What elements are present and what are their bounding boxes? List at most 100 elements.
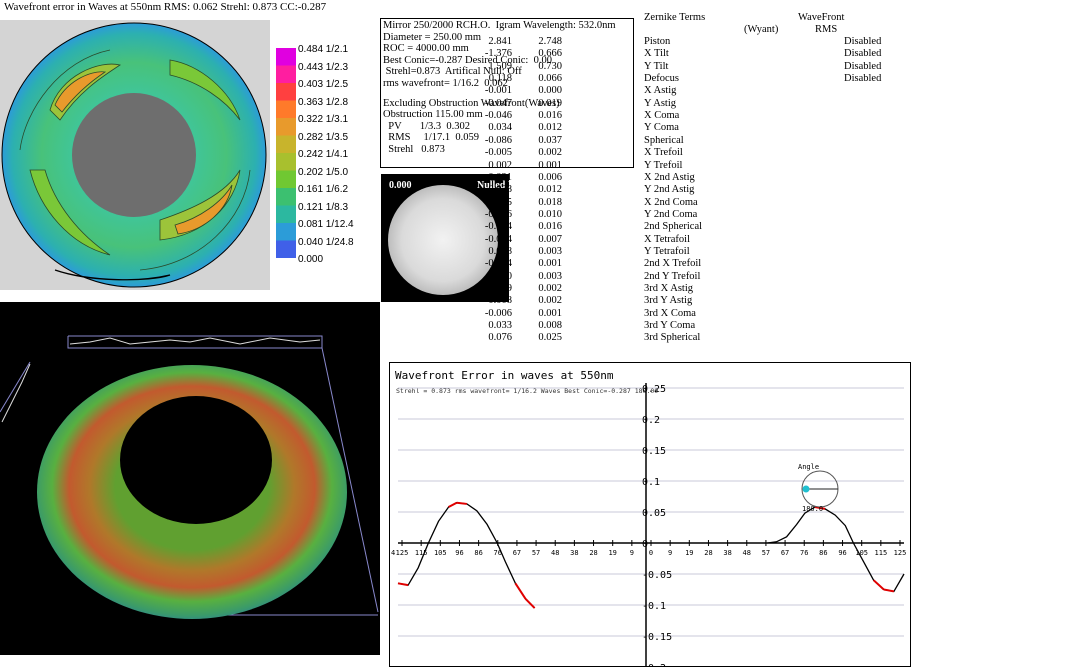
zernike-wyant: -1.376 [484,48,512,60]
contour-band [54,269,171,281]
profile-highlight [456,501,467,505]
zernike-wyant: -0.046 [484,110,512,122]
zernike-rms: 0.025 [538,332,562,344]
zernike-name: Y Astig [644,97,676,109]
scale-label: 0.242 1/4.1 [298,149,349,160]
info-line: rms wavefront= 1/16.2 0.062 [383,77,508,89]
zernike-rms: 0.008 [538,320,562,332]
zernike-rms: 0.016 [538,110,562,122]
info-line: Excluding Obstruction Wavefront(Waves) [383,97,560,109]
zernike-name: 3rd X Astig [644,283,694,294]
scale-label: 0.040 1/24.8 [298,236,354,248]
zernike-rms: 2.748 [538,36,562,47]
zernike-wyant: 1.509 [488,60,512,72]
zernike-header-terms: Zernike Terms [644,12,706,23]
zernike-wyant: -0.024 [484,233,512,245]
info-line: Best Conic=-0.287 Desired Conic: 0.00 [383,54,552,66]
profile-highlight [883,588,895,593]
zernike-status: Disabled [844,60,882,72]
scale-swatch [276,48,296,66]
igram-left-label: 0.000 [389,180,412,191]
x-tick-label: 115 [415,549,428,557]
zernike-header-rms: RMS [815,24,838,35]
profile-chart-panel[interactable]: Wavefront Error in waves at 550nm Strehl… [389,362,911,667]
y-tick-label: 0.25 [642,384,666,395]
scale-swatch [276,65,296,84]
zernike-wyant: 0.033 [488,320,512,332]
contour-color-scale [276,48,296,258]
scale-swatch [276,240,296,258]
x-tick-label: 19 [608,549,616,557]
profile-highlight [814,506,826,510]
contour-band [29,169,111,256]
zernike-name: X Astig [644,85,677,97]
scale-label: 0.322 1/3.1 [298,114,349,125]
zernike-name: X 2nd Astig [644,171,695,183]
y-tick-label: -0.05 [642,570,672,581]
y-tick-label: 0.15 [642,446,666,457]
zernike-wyant: 0.118 [488,73,512,85]
zernike-status: Disabled [844,48,882,60]
scale-swatch [276,135,296,154]
contour-band [174,184,233,235]
scale-label: 0.484 1/2.1 [298,44,349,55]
contour-map-panel[interactable] [0,20,270,290]
profile-subtitle: Strehl = 0.873 rms wavefront= 1/16.2 Wav… [396,387,659,395]
zernike-wyant: 0.008 [488,295,512,307]
info-line: RMS 1/17.1 0.059 [383,132,479,144]
window-title: Wavefront error in Waves at 550nm RMS: 0… [4,1,327,13]
zernike-status: Disabled [844,73,882,85]
y-tick-label: -0.2 [642,663,666,667]
3d-surface-view[interactable] [0,302,380,655]
zernike-rms: 0.001 [538,307,562,319]
zernike-wyant: 0.021 [488,171,512,183]
y-tick-label: -0.1 [642,601,666,612]
scale-label: 0.121 1/8.3 [298,201,349,213]
zernike-name: X Tetrafoil [644,233,691,245]
zernike-rms: 0.002 [538,295,562,307]
x-tick-label: 86 [474,549,482,557]
angle-label: Angle [798,463,819,471]
zernike-rms: 0.016 [538,221,562,233]
zernike-wyant: -0.010 [484,270,512,282]
scale-label: 0.202 1/5.0 [298,166,349,178]
zernike-rms: 0.012 [538,184,562,196]
zernike-name: 3rd X Coma [644,307,696,319]
zernike-rms: 0.019 [538,97,562,109]
zernike-wyant: 0.009 [488,283,512,294]
zernike-name: Y Tetrafoil [644,245,690,257]
zernike-wyant: -0.004 [484,258,512,270]
x-tick-label: 105 [855,549,868,557]
zernike-name: 3rd Spherical [644,332,701,344]
zernike-name: X Trefoil [644,147,683,159]
zernike-wyant: 0.034 [488,122,512,134]
x-tick-label: 38 [723,549,731,557]
zernike-name: Defocus [644,73,679,85]
contour-band [159,169,241,241]
profile-highlight [514,582,527,600]
angle-value: 180.0 [802,505,823,513]
zernike-wyant: 0.008 [488,245,512,257]
scale-label: 0.443 1/2.3 [298,61,349,73]
igram-thumbnail[interactable]: 0.000 Nulled I [381,174,509,302]
zernike-wyant: -0.047 [484,97,512,109]
y-tick-label: 0.05 [642,508,666,519]
y-tick-label: 0.2 [642,415,660,426]
contour-band [169,59,241,121]
zernike-name: Piston [644,36,671,47]
scale-swatch [276,118,296,136]
zernike-wyant: -0.036 [484,208,512,220]
zernike-wyant: -0.005 [484,147,512,159]
zernike-rms: 0.003 [538,245,562,257]
zernike-rms: 0.001 [538,258,562,270]
x-tick-label: 38 [570,549,578,557]
profile-plot: 0.25 0.2 0.15 0.1 0.05 0 -0.05 -0.1 -0.15 -0.2 125… [391,383,906,667]
zernike-rms: 0.012 [538,122,562,134]
zernike-name: Spherical [644,134,684,146]
scale-swatch [276,170,296,189]
scale-label: 0.282 1/3.5 [298,131,349,143]
x-tick-label: 86 [819,549,827,557]
zernike-rms: 0.018 [538,196,562,208]
zernike-wyant: 0.038 [488,184,512,196]
contour-band [54,71,107,113]
